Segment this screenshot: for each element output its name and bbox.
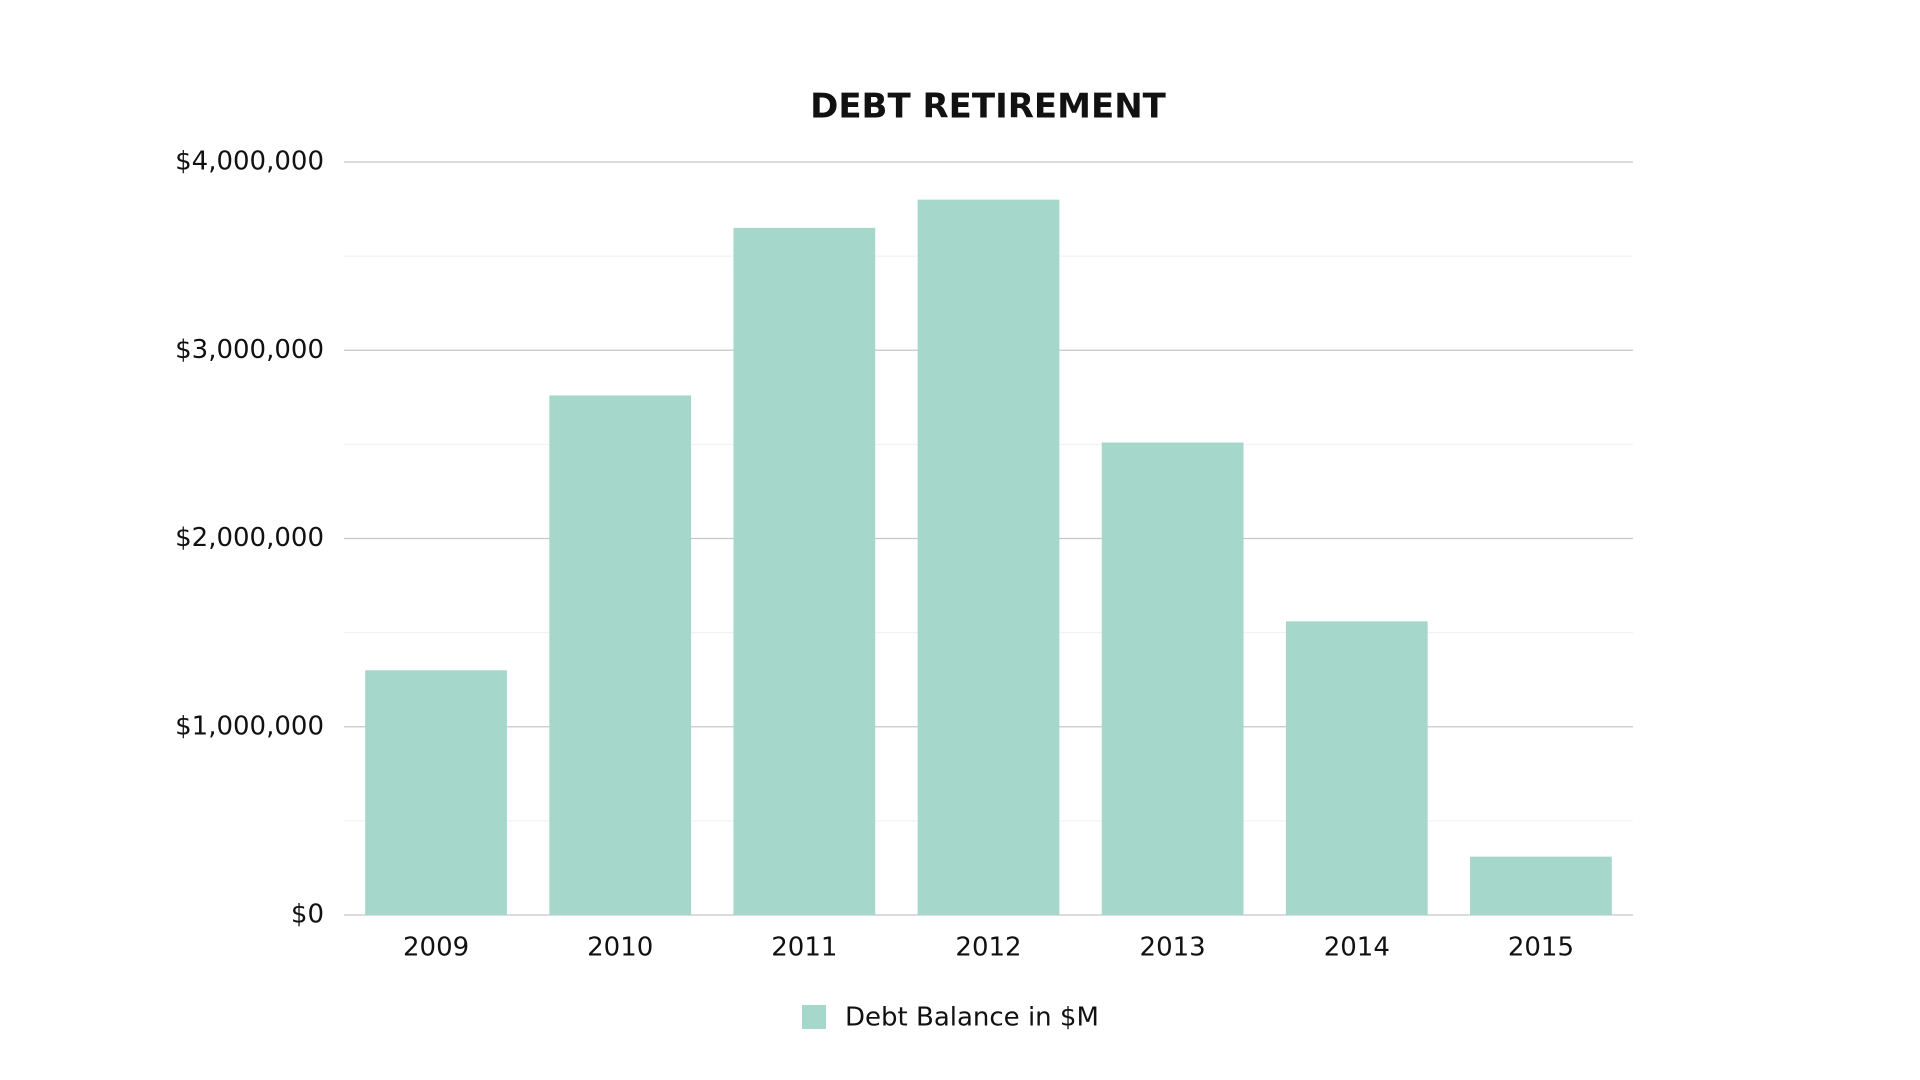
y-tick-label: $4,000,000 (175, 147, 324, 177)
bar (917, 199, 1060, 915)
x-tick-label: 2014 (1324, 933, 1390, 963)
bar (365, 670, 507, 915)
y-tick-label: $3,000,000 (175, 335, 324, 365)
bar (733, 227, 876, 915)
y-tick-label: $1,000,000 (175, 711, 324, 741)
y-tick-label: $0 (291, 900, 324, 930)
bar (1101, 442, 1244, 915)
x-tick-label: 2013 (1140, 933, 1206, 963)
x-tick-label: 2009 (403, 933, 469, 963)
legend-swatch (802, 1005, 826, 1029)
bar (1285, 621, 1428, 915)
x-tick-label: 2015 (1508, 933, 1574, 963)
x-tick-label: 2011 (771, 933, 837, 963)
x-tick-label: 2010 (587, 933, 653, 963)
legend-label: Debt Balance in $M (845, 1003, 1099, 1033)
bar (549, 395, 692, 915)
bar (1470, 856, 1612, 915)
chart-title: DEBT RETIREMENT (810, 87, 1167, 127)
y-tick-label: $2,000,000 (175, 523, 324, 553)
x-tick-label: 2012 (955, 933, 1021, 963)
